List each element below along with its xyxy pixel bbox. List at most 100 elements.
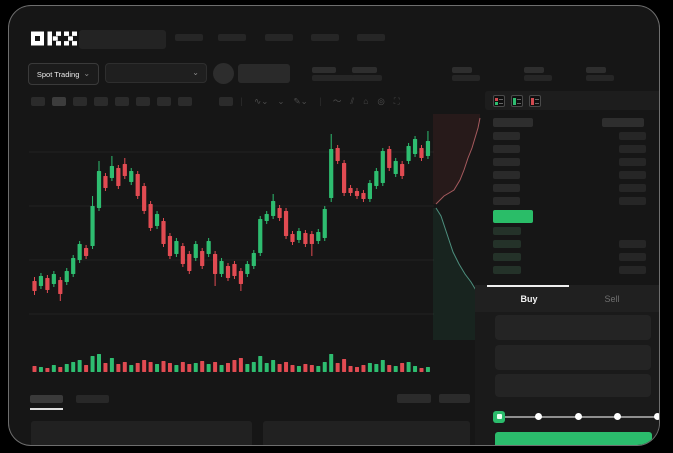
buy-submit-button[interactable] — [495, 432, 652, 445]
book-all-icon[interactable] — [493, 95, 505, 107]
interval-icon[interactable]: ⌄ — [277, 95, 285, 106]
depth-chart[interactable] — [433, 114, 487, 340]
candle-body — [400, 164, 405, 176]
volume-bar — [155, 364, 160, 372]
amount-slider[interactable] — [493, 408, 659, 426]
buy-tab-underline — [487, 285, 569, 287]
fullscreen-icon[interactable]: ⛶ — [393, 95, 400, 106]
book-asks-icon[interactable] — [529, 95, 541, 107]
candle-body — [90, 206, 95, 246]
candlestick-chart[interactable] — [29, 116, 434, 344]
slider-stop[interactable] — [653, 413, 659, 420]
toolbar-block-placeholder-8[interactable] — [178, 97, 192, 106]
order-details-panel-placeholder — [263, 421, 470, 445]
volume-bar — [167, 363, 172, 372]
nav-item-placeholder-2[interactable] — [218, 34, 246, 41]
volume-bar — [329, 354, 334, 372]
volume-bar — [84, 365, 89, 372]
book-bids-icon[interactable] — [511, 95, 523, 107]
compare-icon[interactable]: ⫽ — [350, 95, 355, 106]
toolbar-block-placeholder-4[interactable] — [94, 97, 108, 106]
toolbar-block-placeholder-7[interactable] — [157, 97, 171, 106]
volume-bar — [277, 364, 282, 372]
price-input-placeholder[interactable] — [495, 315, 651, 340]
candle-body — [342, 163, 347, 193]
volume-bar — [148, 362, 153, 372]
candle-body — [412, 139, 418, 154]
toolbar-block-placeholder-5[interactable] — [115, 97, 129, 106]
ticker-stat-label-placeholder-2 — [352, 67, 377, 73]
candle-body — [322, 209, 327, 238]
drawing-tools-icon[interactable]: ✎⌄ — [293, 95, 308, 106]
market-selector-button[interactable]: Spot Trading ⌄ — [28, 63, 99, 85]
toolbar-block-placeholder-6[interactable] — [136, 97, 150, 106]
nav-item-placeholder-4[interactable] — [311, 34, 339, 41]
volume-bar — [129, 365, 134, 372]
depth-asks-area — [433, 114, 480, 204]
candle-body — [64, 271, 69, 282]
ask-size-placeholder — [619, 184, 646, 192]
bid-price-placeholder[interactable] — [493, 253, 521, 261]
bid-price-placeholder[interactable] — [493, 240, 521, 248]
ask-price-placeholder[interactable] — [493, 197, 520, 205]
nav-item-placeholder-1[interactable] — [175, 34, 203, 41]
volume-bar — [161, 361, 166, 372]
toolbar-block-placeholder-1[interactable] — [31, 97, 45, 106]
volume-bar — [213, 362, 218, 372]
volume-bar — [122, 362, 127, 372]
pair-dropdown[interactable]: ⌄ — [105, 63, 207, 83]
bottom-action-placeholder-1[interactable] — [397, 394, 431, 403]
tab-buy[interactable]: Buy — [520, 294, 538, 304]
bid-price-placeholder[interactable] — [493, 227, 521, 235]
slider-stop[interactable] — [574, 413, 582, 420]
candle-body — [283, 211, 289, 236]
ask-size-placeholder — [619, 158, 646, 166]
ask-size-placeholder — [619, 145, 646, 153]
bid-price-placeholder[interactable] — [493, 266, 521, 274]
candle-body — [238, 271, 243, 284]
toolbar-block-placeholder-9[interactable] — [219, 97, 233, 106]
tab-sell[interactable]: Sell — [604, 294, 620, 304]
settings-icon[interactable]: ◎ — [377, 95, 385, 106]
volume-bar — [380, 360, 385, 372]
ticker-stat-label-placeholder-4 — [524, 67, 544, 73]
nav-item-placeholder-5[interactable] — [357, 34, 385, 41]
toolbar-block-placeholder-2[interactable] — [52, 97, 66, 106]
slider-stop[interactable] — [535, 413, 542, 420]
volume-bar — [316, 366, 321, 372]
history-tab-placeholder[interactable] — [76, 395, 109, 403]
ask-price-placeholder[interactable] — [493, 158, 520, 166]
volume-bar — [374, 364, 379, 372]
toolbar-block-placeholder-3[interactable] — [73, 97, 87, 106]
ask-price-placeholder[interactable] — [493, 184, 520, 192]
candle-body — [277, 208, 282, 218]
ask-price-placeholder[interactable] — [493, 171, 520, 179]
amount-input-placeholder[interactable] — [495, 345, 651, 370]
ask-size-placeholder — [619, 197, 646, 205]
total-input-placeholder[interactable] — [495, 374, 651, 397]
slider-handle[interactable] — [493, 410, 505, 423]
indicator-icon[interactable]: 〜 — [332, 96, 342, 106]
candle-body — [380, 151, 385, 183]
candle-body — [374, 171, 379, 186]
candle-body — [303, 233, 308, 244]
snapshot-icon[interactable]: ⌂ — [363, 96, 369, 106]
slider-stop[interactable] — [614, 413, 621, 420]
candle-body — [148, 204, 153, 228]
ask-price-placeholder[interactable] — [493, 145, 520, 153]
global-search-placeholder[interactable] — [79, 30, 166, 49]
nav-item-placeholder-3[interactable] — [265, 34, 293, 41]
bottom-action-placeholder-2[interactable] — [439, 394, 470, 403]
candle-body — [245, 264, 250, 274]
volume-bar — [251, 362, 256, 372]
ask-price-placeholder[interactable] — [493, 132, 520, 140]
ticker-stat-label-placeholder-1 — [312, 67, 336, 73]
candle-body — [174, 241, 179, 254]
orderbook-last-price-badge[interactable] — [493, 210, 533, 223]
volume-bar — [367, 363, 372, 372]
volume-bar — [342, 359, 347, 372]
candle-style-icon[interactable]: ∿⌄ — [254, 95, 269, 106]
volume-bar — [135, 363, 140, 372]
orders-tab-active-placeholder[interactable] — [30, 395, 63, 403]
candle-body — [335, 148, 340, 161]
